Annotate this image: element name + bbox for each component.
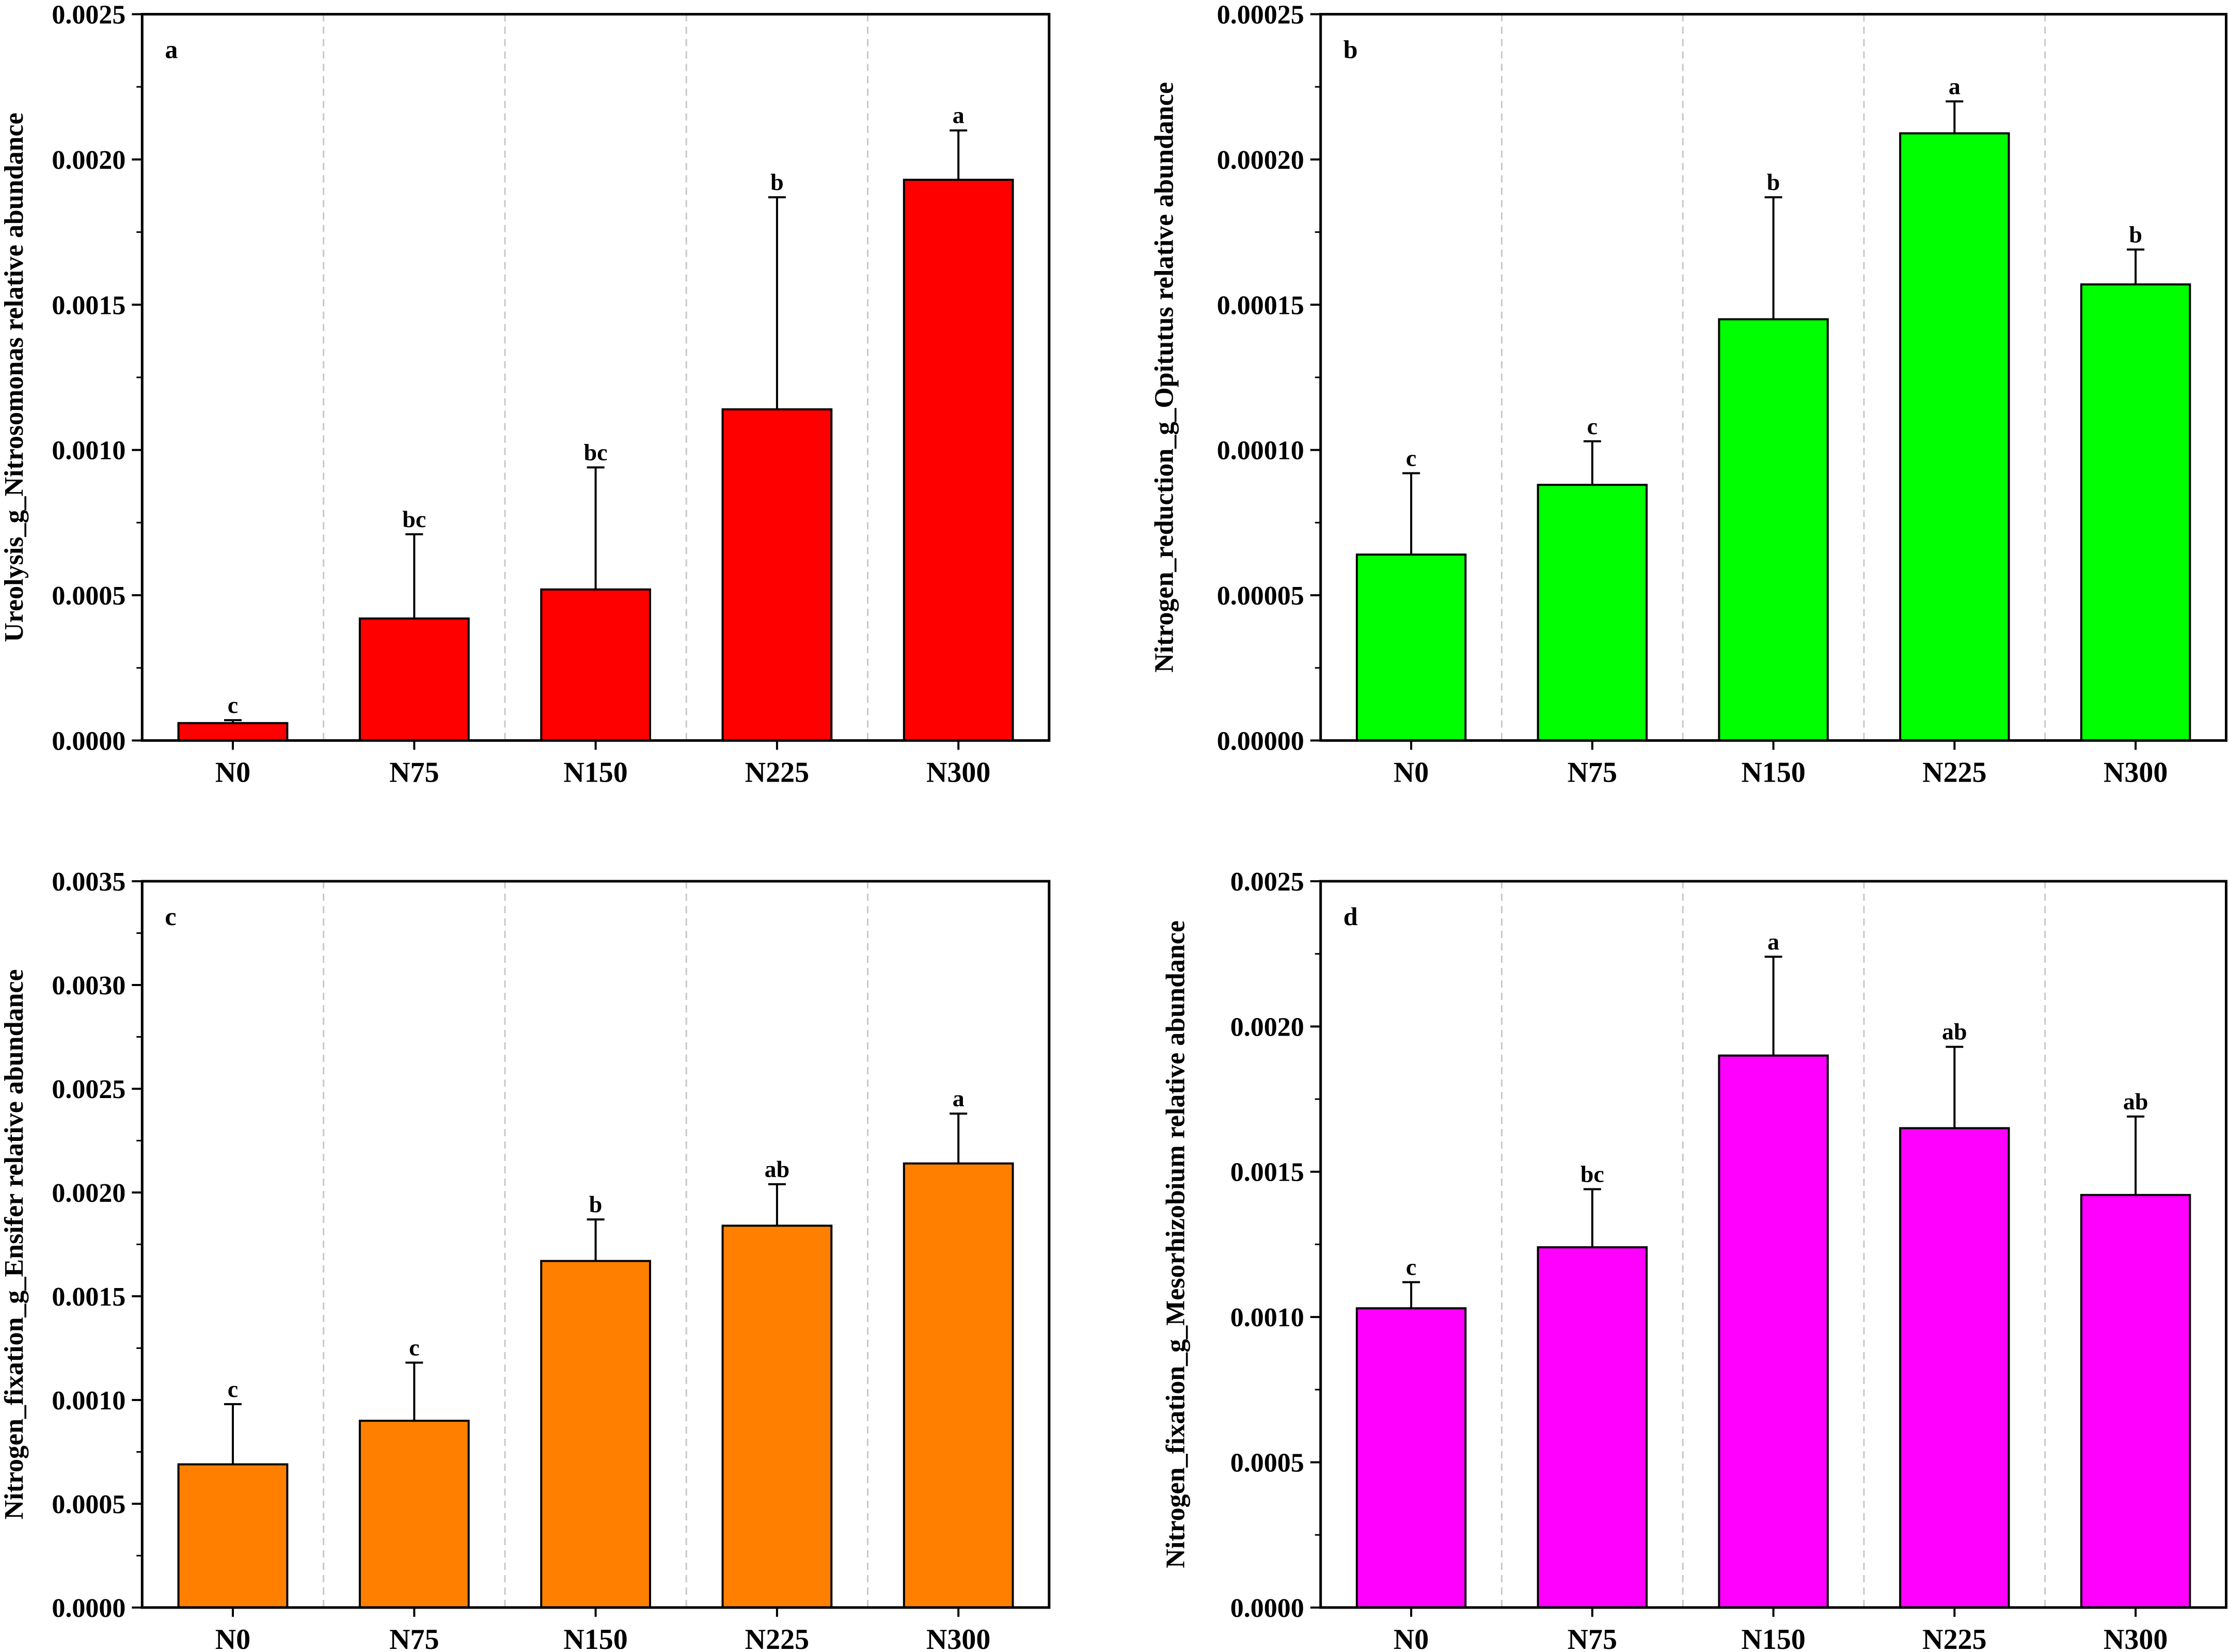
- y-tick-label: 0.00000: [1217, 726, 1304, 756]
- y-tick-label: 0.0015: [52, 1282, 125, 1312]
- significance-label: c: [228, 692, 238, 718]
- y-tick-label: 0.0010: [52, 436, 125, 466]
- x-tick-label: N150: [1741, 1624, 1805, 1652]
- x-tick-label: N150: [563, 1624, 627, 1652]
- bar-N75: [358, 1420, 470, 1609]
- bar-N0: [177, 1463, 289, 1609]
- bar-N225: [721, 408, 833, 742]
- x-tick-label: N300: [2104, 756, 2168, 788]
- x-tick-label: N75: [1568, 756, 1617, 788]
- significance-label: ab: [2123, 1088, 2148, 1115]
- significance-label: c: [228, 1376, 238, 1402]
- significance-label: c: [409, 1335, 419, 1361]
- y-tick-label: 0.0020: [52, 1179, 125, 1208]
- bar-N75: [358, 617, 470, 742]
- y-tick-label: 0.00015: [1217, 291, 1304, 320]
- panel-letter: d: [1343, 902, 1358, 931]
- y-tick-label: 0.0010: [52, 1386, 125, 1416]
- y-tick-label: 0.0000: [1230, 1594, 1304, 1623]
- y-tick-label: 0.0005: [52, 581, 125, 611]
- bar-N300: [903, 179, 1014, 742]
- y-tick-label: 0.0015: [52, 291, 125, 320]
- significance-label: c: [1406, 445, 1416, 471]
- y-tick-label: 0.00020: [1217, 146, 1304, 175]
- y-tick-label: 0.0010: [1230, 1303, 1304, 1332]
- y-tick-label: 0.0015: [1230, 1158, 1304, 1187]
- y-tick-label: 0.0020: [1230, 1012, 1304, 1042]
- x-tick-label: N0: [1394, 1624, 1429, 1652]
- bar-N300: [2080, 283, 2191, 742]
- significance-label: bc: [584, 439, 608, 465]
- significance-label: bc: [1580, 1161, 1604, 1187]
- x-tick-label: N0: [215, 756, 250, 788]
- y-tick-label: 0.0000: [52, 1594, 125, 1623]
- bar-N75: [1537, 484, 1648, 742]
- significance-label: c: [1406, 1254, 1416, 1280]
- x-tick-label: N150: [563, 756, 627, 788]
- x-tick-label: N300: [2104, 1624, 2168, 1652]
- bar-N225: [1899, 1127, 2010, 1609]
- bar-N225: [1899, 132, 2010, 742]
- significance-label: ab: [1942, 1019, 1967, 1045]
- significance-label: b: [770, 169, 784, 195]
- significance-label: a: [953, 102, 965, 129]
- x-tick-label: N225: [1922, 1624, 1986, 1652]
- panel-d: Nitrogen_fixation_g_Mesorhizobium relati…: [1161, 867, 2227, 1652]
- x-tick-label: N300: [926, 756, 990, 788]
- panel-b: Nitrogen_reduction_g_Opitutus relative a…: [1149, 1, 2227, 788]
- y-tick-label: 0.0030: [52, 971, 125, 1000]
- bar-N300: [2080, 1194, 2191, 1609]
- y-tick-label: 0.0025: [1230, 867, 1304, 897]
- significance-label: a: [1949, 73, 1961, 99]
- x-tick-label: N75: [389, 756, 439, 788]
- significance-label: a: [953, 1085, 965, 1111]
- y-tick-label: 0.0020: [52, 146, 125, 175]
- x-tick-label: N150: [1741, 756, 1805, 788]
- x-tick-label: N225: [745, 756, 809, 788]
- bar-N150: [1718, 318, 1829, 742]
- bar-N150: [540, 1260, 651, 1609]
- panel-letter: b: [1343, 35, 1358, 64]
- panel-a: Ureolysis_g_Nitrosomonas relative abunda…: [0, 1, 1051, 788]
- y-tick-label: 0.0035: [52, 867, 125, 897]
- bar-N75: [1537, 1246, 1648, 1609]
- x-tick-label: N225: [745, 1624, 809, 1652]
- significance-label: ab: [765, 1156, 790, 1182]
- significance-label: b: [2129, 221, 2142, 247]
- y-tick-label: 0.0005: [1230, 1448, 1304, 1478]
- y-tick-label: 0.0005: [52, 1490, 125, 1519]
- significance-label: c: [1587, 413, 1598, 439]
- significance-label: b: [589, 1191, 603, 1217]
- significance-label: a: [1767, 928, 1779, 955]
- significance-label: bc: [402, 506, 426, 532]
- x-tick-label: N75: [1568, 1624, 1617, 1652]
- y-axis-label: Nitrogen_fixation_g_Ensifer relative abu…: [0, 969, 29, 1519]
- y-tick-label: 0.00005: [1217, 581, 1304, 611]
- y-tick-label: 0.00025: [1217, 1, 1304, 30]
- bar-N150: [540, 588, 651, 742]
- panel-letter: c: [165, 902, 176, 931]
- x-tick-label: N0: [1394, 756, 1429, 788]
- y-axis-label: Ureolysis_g_Nitrosomonas relative abunda…: [0, 113, 29, 642]
- significance-label: b: [1767, 169, 1780, 195]
- x-tick-label: N75: [389, 1624, 439, 1652]
- y-axis-label: Nitrogen_fixation_g_Mesorhizobium relati…: [1161, 920, 1190, 1568]
- y-tick-label: 0.0025: [52, 1, 125, 30]
- bar-N225: [721, 1225, 833, 1609]
- x-tick-label: N300: [926, 1624, 990, 1652]
- y-tick-label: 0.0025: [52, 1075, 125, 1104]
- bar-N150: [1718, 1054, 1829, 1609]
- y-axis-label: Nitrogen_reduction_g_Opitutus relative a…: [1149, 82, 1179, 673]
- panel-letter: a: [165, 35, 178, 64]
- panel-c: Nitrogen_fixation_g_Ensifer relative abu…: [0, 867, 1051, 1652]
- y-tick-label: 0.00010: [1217, 436, 1304, 466]
- bar-N300: [903, 1162, 1014, 1609]
- x-tick-label: N225: [1922, 756, 1986, 788]
- bar-N0: [177, 722, 289, 742]
- y-tick-label: 0.0000: [52, 726, 125, 756]
- x-tick-label: N0: [215, 1624, 250, 1652]
- bar-N0: [1355, 553, 1467, 742]
- bar-N0: [1355, 1307, 1467, 1609]
